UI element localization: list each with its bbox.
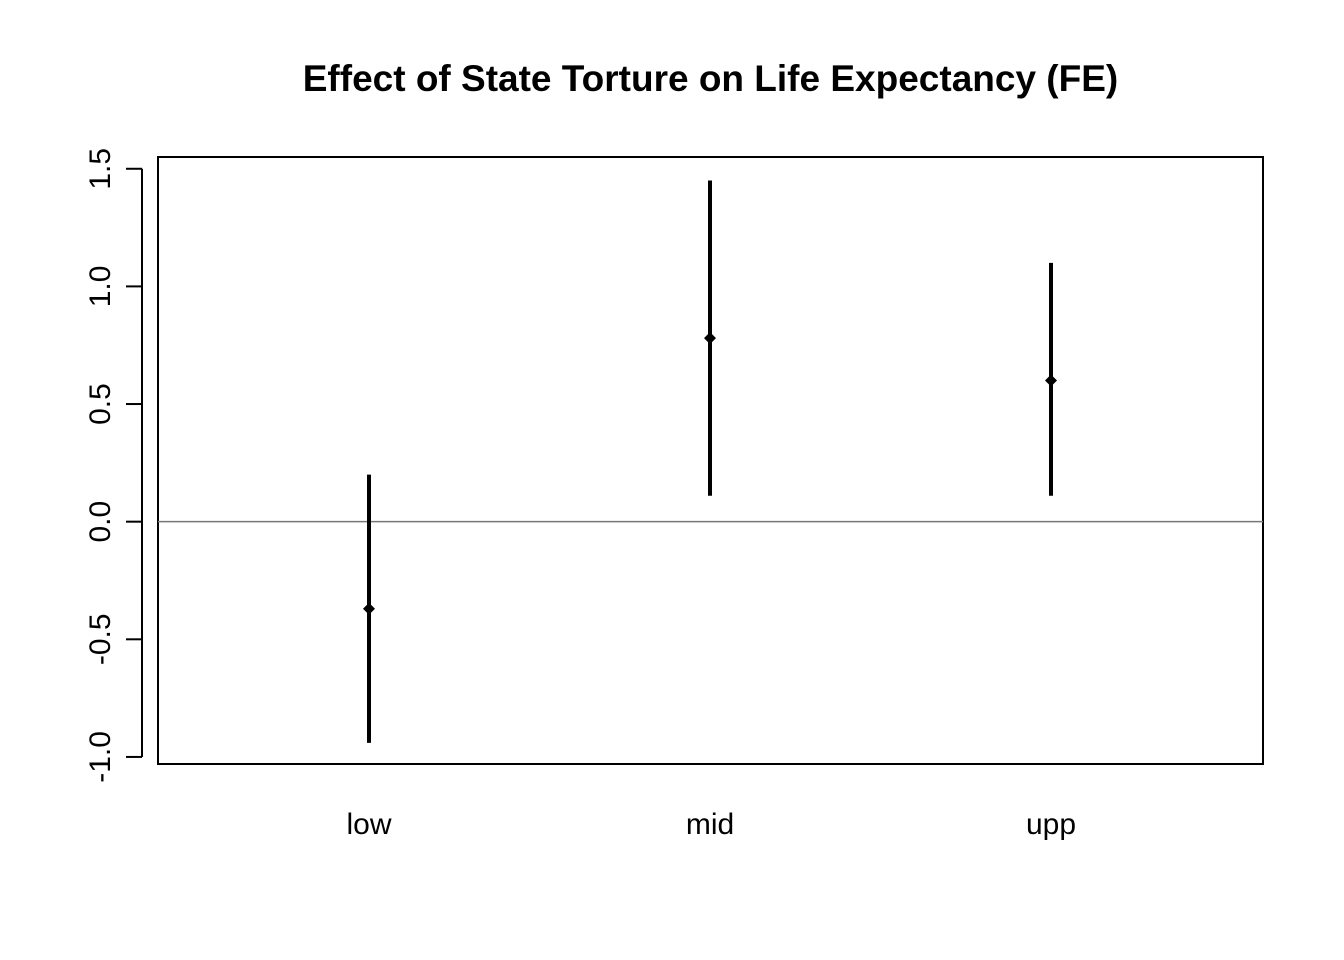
- y-axis: -1.0 -0.5 0.0 0.5 1.0 1.5: [84, 148, 143, 783]
- x-tick-label: upp: [1026, 808, 1076, 841]
- y-tick-label: 0.5: [84, 383, 117, 425]
- y-tick-label: -0.5: [84, 613, 117, 665]
- y-tick-label: -1.0: [84, 731, 117, 783]
- point-estimate-upp: [1045, 374, 1057, 387]
- y-tick-label: 0.0: [84, 501, 117, 543]
- x-tick-label: low: [346, 808, 391, 841]
- x-axis: low mid upp: [346, 808, 1076, 841]
- error-bar-marks: [363, 180, 1057, 743]
- point-estimate-mid: [704, 332, 716, 345]
- y-tick-label: 1.5: [84, 148, 117, 190]
- y-tick-label: 1.0: [84, 266, 117, 308]
- plot-area-frame: [157, 156, 1264, 765]
- chart-title: Effect of State Torture on Life Expectan…: [302, 58, 1119, 99]
- point-estimate-low: [363, 602, 375, 615]
- x-tick-label: mid: [686, 808, 734, 841]
